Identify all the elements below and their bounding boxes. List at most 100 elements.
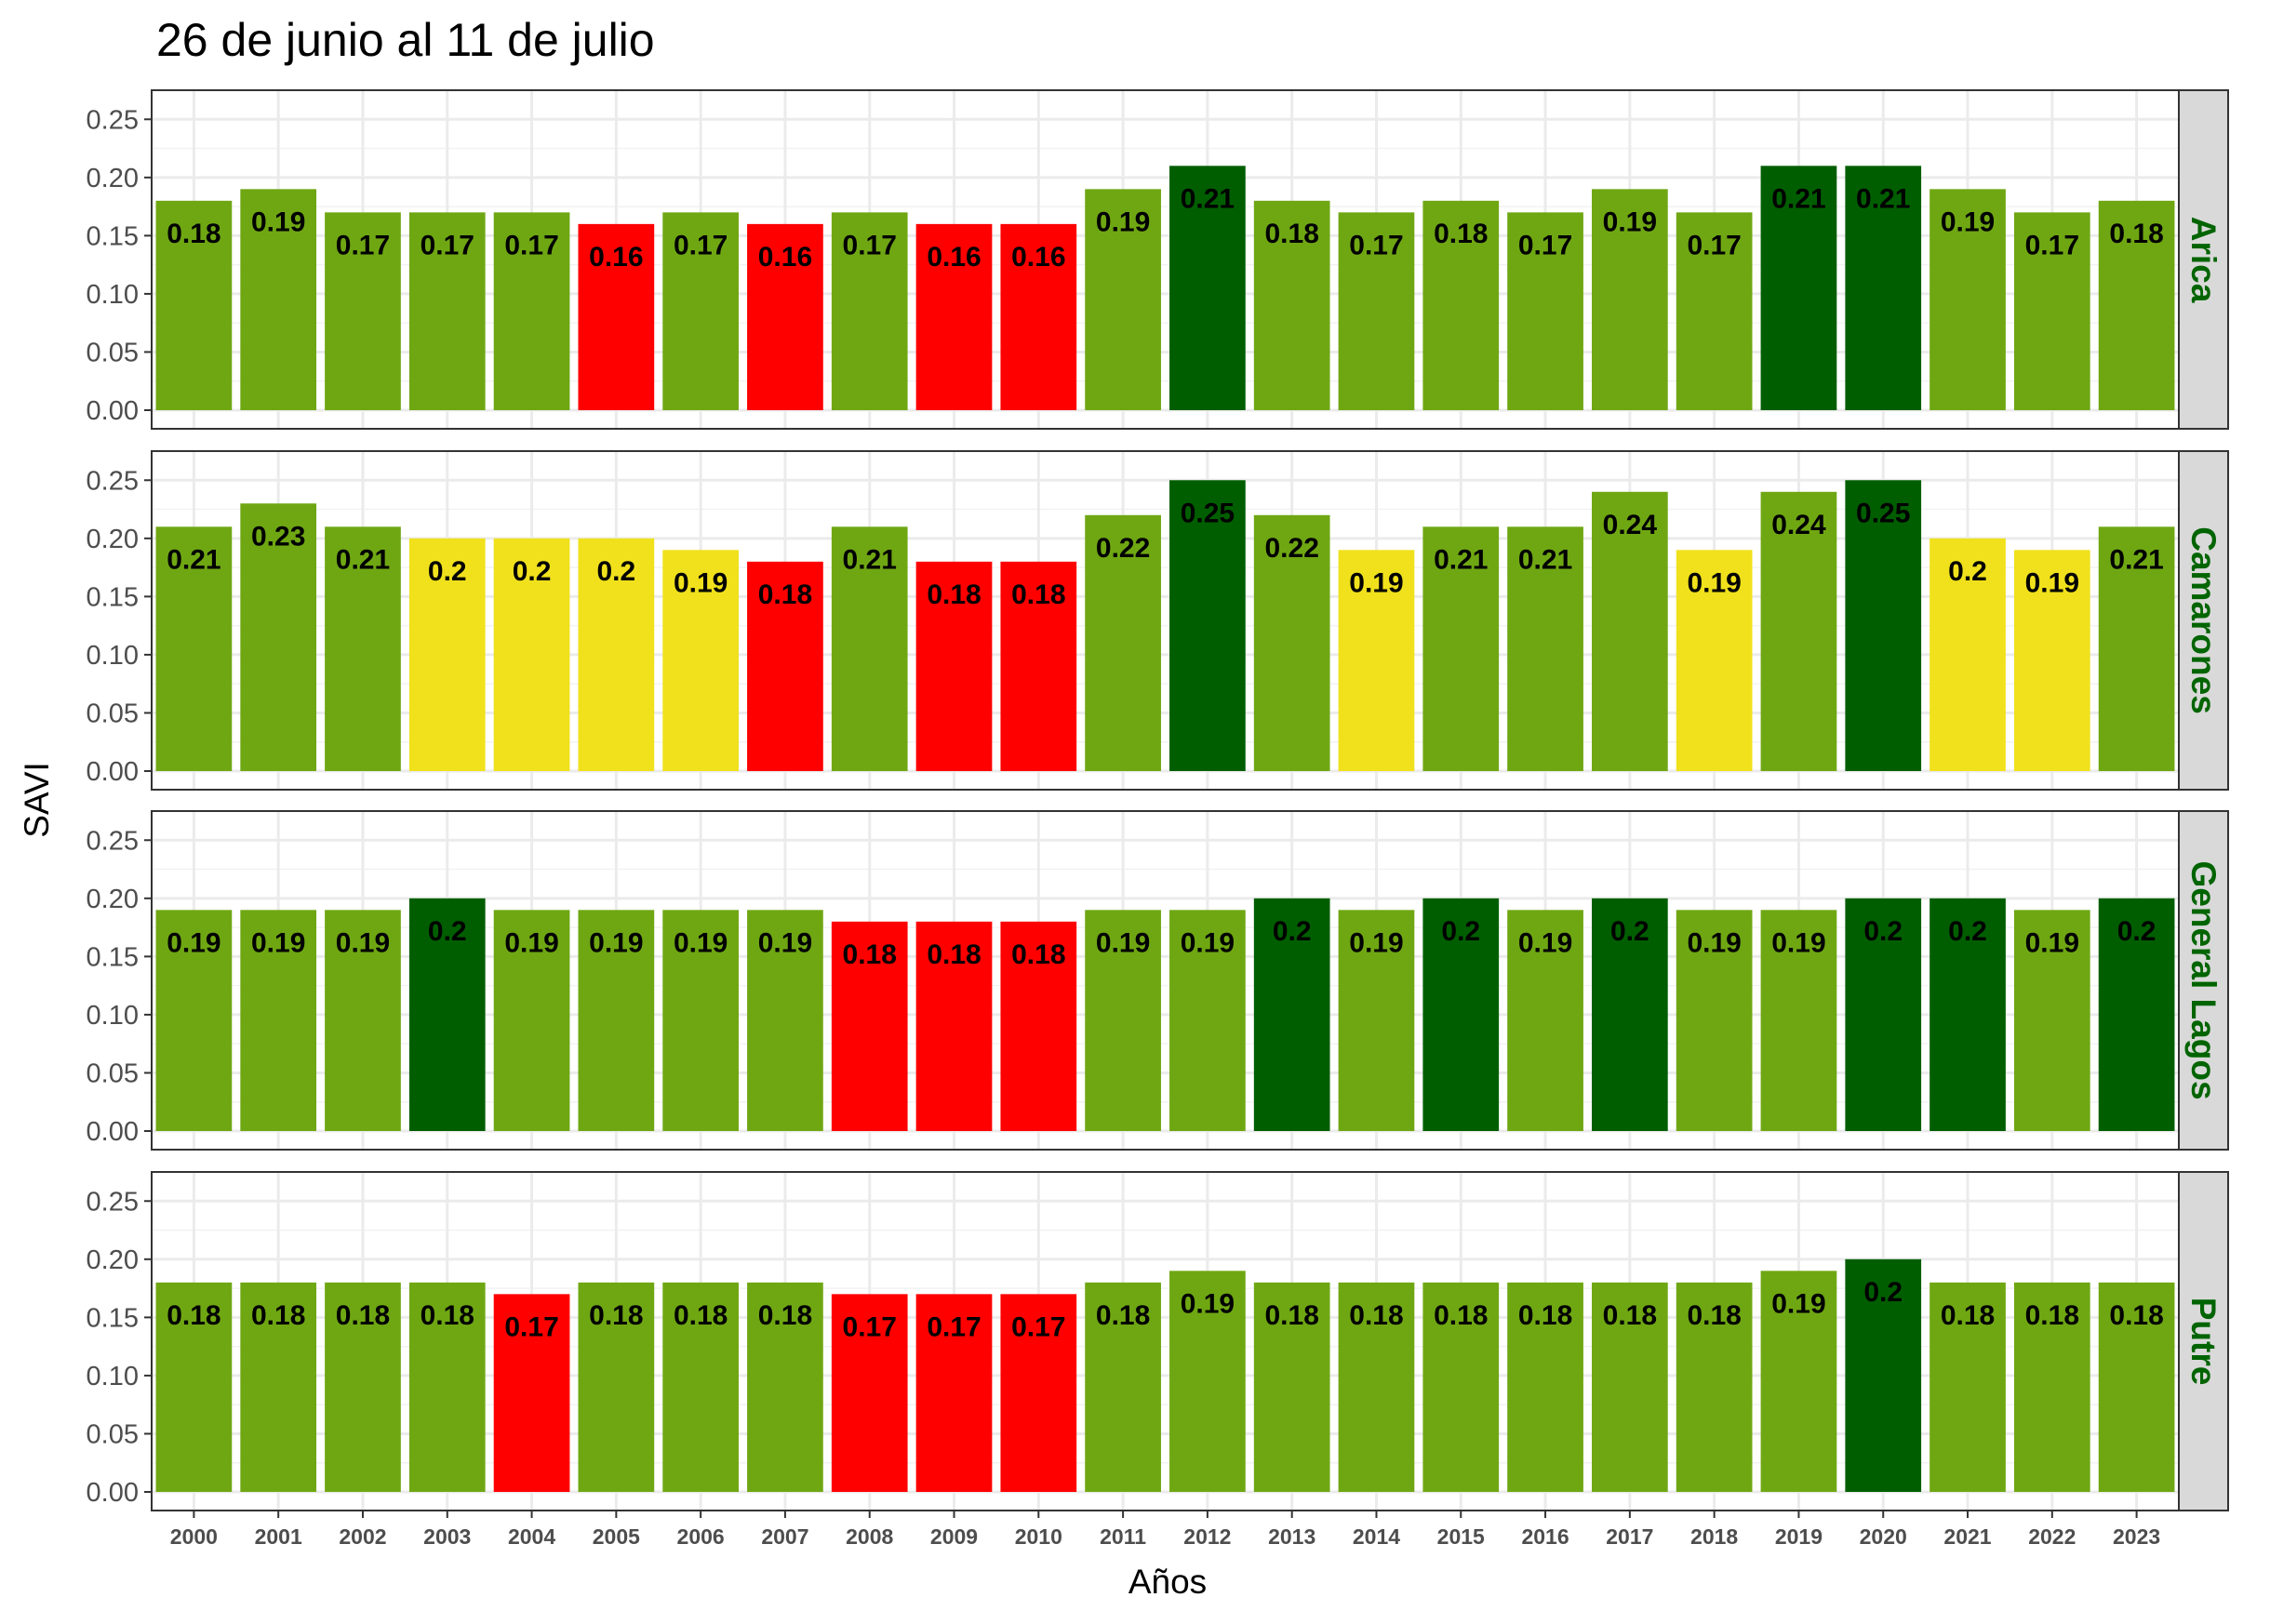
bar — [2098, 898, 2175, 1131]
x-tick-label: 2022 — [2028, 1524, 2076, 1549]
bar — [1507, 910, 1583, 1131]
bar — [325, 526, 401, 771]
bar-value-label: 0.21 — [1434, 544, 1488, 575]
bar-value-label: 0.16 — [927, 242, 981, 273]
bar-value-label: 0.2 — [1948, 916, 1987, 947]
bar — [325, 1282, 401, 1492]
bar — [1676, 910, 1753, 1131]
x-tick-label: 2013 — [1268, 1524, 1315, 1549]
bar — [2098, 1282, 2175, 1492]
bar-value-label: 0.16 — [1011, 242, 1065, 273]
bar — [1253, 514, 1330, 771]
bar-value-label: 0.18 — [1264, 219, 1318, 249]
bar-value-label: 0.17 — [421, 230, 474, 260]
bar-value-label: 0.19 — [167, 927, 220, 958]
bar — [1000, 561, 1077, 771]
bar-value-label: 0.2 — [1863, 916, 1903, 947]
bar-value-label: 0.2 — [2117, 916, 2156, 947]
x-tick-label: 2001 — [255, 1524, 302, 1549]
bar-value-label: 0.18 — [589, 1300, 643, 1331]
bar-value-label: 0.18 — [1603, 1300, 1657, 1331]
facet-panel: 0.00 0.05 0.10 0.15 0.20 0.25 0.21 0.23 0.21 0.2 0… — [87, 450, 2229, 791]
bar — [493, 538, 570, 771]
bar-value-label: 0.17 — [504, 1311, 558, 1342]
bar — [578, 1282, 655, 1492]
y-tick-label: 0.15 — [87, 942, 139, 972]
y-tick-label: 0.25 — [87, 1187, 139, 1217]
x-tick-label: 2007 — [761, 1524, 808, 1549]
bar-value-label: 0.19 — [1096, 206, 1150, 237]
y-tick-label: 0.05 — [87, 1058, 139, 1088]
bar-value-label: 0.22 — [1264, 533, 1318, 564]
bar-value-label: 0.21 — [1856, 183, 1910, 214]
bar-value-label: 0.19 — [2025, 927, 2079, 958]
bar-value-label: 0.19 — [2025, 567, 2079, 598]
bar-value-label: 0.21 — [1181, 183, 1235, 214]
x-tick-label: 2023 — [2113, 1524, 2160, 1549]
bar — [915, 921, 993, 1131]
bar-value-label: 0.21 — [1771, 183, 1825, 214]
bar-value-label: 0.17 — [1011, 1311, 1065, 1342]
y-tick-label: 0.05 — [87, 1419, 139, 1449]
bar — [747, 910, 823, 1131]
facet-strip — [2178, 810, 2229, 1151]
bar — [1845, 898, 1922, 1131]
bar-value-label: 0.24 — [1771, 510, 1826, 540]
facet-panel: 0.00 0.05 0.10 0.15 0.20 0.25 0.18 0.19 0.17 0.17… — [87, 89, 2229, 430]
bar-value-label: 0.21 — [167, 544, 220, 575]
y-tick-label: 0.10 — [87, 641, 139, 671]
facet-strip — [2178, 450, 2229, 791]
y-tick-label: 0.25 — [87, 466, 139, 496]
bar-value-label: 0.18 — [927, 939, 981, 970]
bar-value-label: 0.2 — [1948, 556, 1987, 587]
y-tick-label: 0.15 — [87, 582, 139, 612]
bar — [1338, 910, 1415, 1131]
bar — [1930, 898, 2006, 1131]
bar-value-label: 0.22 — [1096, 533, 1150, 564]
bar — [747, 223, 823, 410]
x-tick-label: 2010 — [1015, 1524, 1062, 1549]
bar — [1422, 1282, 1500, 1492]
panel-background — [152, 811, 2179, 1150]
bar — [1676, 550, 1753, 771]
bar-value-label: 0.2 — [1441, 916, 1480, 947]
y-tick-label: 0.05 — [87, 338, 139, 367]
y-tick-label: 0.20 — [87, 885, 139, 914]
x-tick-label: 2012 — [1183, 1524, 1231, 1549]
bar-value-label: 0.2 — [1863, 1277, 1903, 1308]
bar-value-label: 0.18 — [843, 939, 897, 970]
bar-value-label: 0.18 — [1434, 1300, 1488, 1331]
bar-value-label: 0.2 — [1610, 916, 1649, 947]
bar-value-label: 0.2 — [513, 556, 552, 587]
bar-value-label: 0.18 — [2025, 1300, 2079, 1331]
bar-value-label: 0.18 — [1941, 1300, 1995, 1331]
bar — [1760, 1271, 1837, 1492]
bar-value-label: 0.21 — [1518, 544, 1572, 575]
bar — [408, 898, 486, 1131]
chart-title: 26 de junio al 11 de julio — [156, 14, 655, 66]
bar — [408, 538, 486, 771]
bar-value-label: 0.18 — [251, 1300, 305, 1331]
bar-value-label: 0.19 — [251, 206, 305, 237]
bar-value-label: 0.24 — [1603, 510, 1658, 540]
bar — [747, 561, 823, 771]
bar-value-label: 0.18 — [1434, 219, 1488, 249]
bar — [578, 538, 655, 771]
bar — [1422, 526, 1500, 771]
y-tick-label: 0.20 — [87, 525, 139, 554]
y-tick-label: 0.05 — [87, 699, 139, 728]
y-tick-label: 0.10 — [87, 1362, 139, 1391]
bar — [1169, 1271, 1246, 1492]
x-tick-label: 2005 — [593, 1524, 640, 1549]
bar — [662, 212, 740, 410]
bar — [1591, 189, 1668, 410]
bar — [2013, 910, 2090, 1131]
bar-value-label: 0.19 — [1349, 927, 1403, 958]
bar-value-label: 0.19 — [1941, 206, 1995, 237]
bar-value-label: 0.16 — [758, 242, 812, 273]
bar — [155, 1282, 233, 1492]
bar-value-label: 0.21 — [843, 544, 897, 575]
facet-strip — [2178, 89, 2229, 430]
bar — [1085, 1282, 1161, 1492]
x-tick-label: 2006 — [677, 1524, 725, 1549]
